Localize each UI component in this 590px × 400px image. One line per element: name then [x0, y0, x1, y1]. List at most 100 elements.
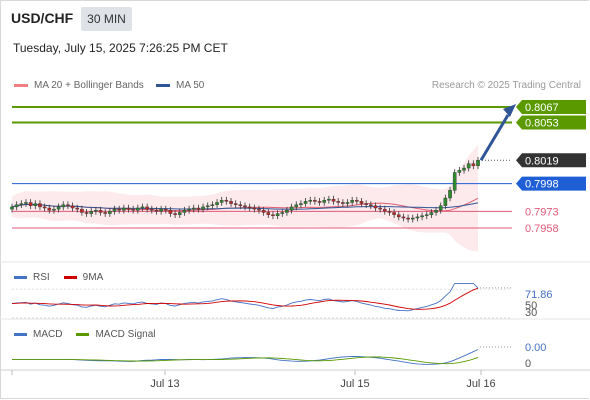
rsi-swatch — [14, 276, 27, 279]
candle-body — [238, 204, 243, 206]
candle-body — [140, 206, 145, 209]
candle-body — [275, 213, 280, 216]
macd-label: MACD — [33, 329, 63, 340]
candle-body — [75, 207, 80, 210]
rsi-ma-label: 9MA — [82, 272, 104, 283]
candle-body — [257, 208, 261, 211]
candle-body — [336, 201, 341, 203]
research-credit: Research © 2025 Trading Central — [431, 80, 581, 91]
chart-datetime: Tuesday, July 15, 2025 7:26:25 PM CET — [13, 41, 228, 55]
candle-body — [359, 201, 364, 204]
candle-body — [215, 202, 219, 205]
rsi-ma-line — [11, 287, 479, 310]
candle-body — [448, 190, 452, 199]
candle-body — [14, 204, 19, 208]
candle-body — [38, 203, 42, 208]
candle-body — [387, 211, 392, 213]
candle-body — [466, 163, 471, 169]
candle-body — [126, 207, 131, 210]
candle-body — [420, 215, 424, 218]
current-price-tag: 0.8019 — [525, 155, 559, 167]
level-tag-8067-bg — [516, 100, 586, 114]
rsi-value-label: 71.86 — [525, 289, 553, 301]
candle-body — [117, 208, 121, 211]
candle-body — [229, 201, 233, 204]
candle-body — [233, 203, 238, 205]
level-tag-7998-bg — [516, 176, 586, 191]
candle-body — [476, 160, 480, 167]
candle-body — [317, 201, 322, 203]
candle-body — [122, 207, 126, 211]
candle-body — [103, 212, 107, 214]
candle-body — [341, 202, 345, 204]
candle-body — [308, 200, 313, 202]
symbol-title: USD/CHF — [11, 10, 74, 26]
candle-body — [396, 214, 401, 218]
candle-body — [429, 212, 434, 215]
candle-body — [243, 205, 247, 208]
macd-signal-label: MACD Signal — [95, 329, 156, 340]
candle-body — [98, 210, 103, 213]
legend-bollinger: MA 20 + Bollinger Bands — [14, 80, 144, 91]
candle-body — [56, 206, 61, 210]
candle-body — [303, 201, 308, 204]
candle-body — [177, 212, 182, 215]
macd-value-label: 0.00 — [525, 342, 546, 354]
candle-body — [42, 206, 47, 209]
level-tag-8053: 0.8053 — [525, 118, 559, 130]
candle-body — [247, 206, 252, 209]
candle-body — [261, 210, 266, 213]
candle-body — [434, 210, 438, 213]
candle-body — [299, 203, 303, 205]
level-tag-8053-bg — [516, 115, 586, 130]
candle-body — [364, 203, 368, 205]
candle-body — [345, 202, 350, 204]
candle-body — [410, 217, 415, 220]
candle-body — [154, 210, 159, 212]
legend-ma50: MA 50 — [156, 80, 204, 91]
level-tag-7998: 0.7998 — [525, 179, 559, 191]
forecast-arrow-head — [503, 104, 516, 117]
candle-body — [457, 170, 462, 173]
x-tick-label: Jul 13 — [150, 378, 179, 390]
forecast-arrow-shaft — [479, 114, 510, 162]
candle-body — [383, 208, 387, 212]
candle-body — [149, 208, 154, 211]
candle-body — [173, 213, 177, 215]
macd-swatch — [14, 333, 27, 336]
candle-body — [331, 198, 336, 202]
candle-body — [182, 210, 187, 213]
ma50-swatch — [156, 84, 170, 87]
candle-body — [471, 163, 476, 167]
level-tag-7958: 0.7958 — [525, 223, 559, 235]
candle-body — [24, 202, 28, 204]
candle-body — [322, 200, 327, 203]
candle-body — [168, 210, 173, 214]
candle-body — [392, 212, 396, 215]
macd-signal-swatch — [76, 333, 90, 336]
candle-body — [219, 200, 224, 203]
rsi-tick-50: 50 — [525, 300, 537, 312]
candle-body — [61, 204, 66, 208]
candle-body — [252, 207, 257, 210]
candle-body — [187, 208, 191, 211]
candle-body — [66, 204, 70, 206]
rsi-ma-swatch — [63, 276, 77, 279]
candle-body — [462, 167, 466, 171]
candle-body — [80, 208, 84, 213]
timeframe-button[interactable]: 30 MIN — [81, 7, 132, 31]
candle-body — [224, 200, 229, 202]
legend-rsi: RSI 9MA — [14, 272, 103, 283]
candle-body — [94, 210, 98, 212]
candle-body — [355, 200, 359, 202]
candle-body — [210, 204, 215, 206]
candle-body — [313, 200, 317, 202]
level-tag-8067: 0.8067 — [525, 102, 559, 114]
candle-body — [369, 204, 373, 206]
macd-tick-zero: 0 — [525, 358, 531, 370]
candle-body — [159, 208, 163, 212]
candle-body — [28, 202, 33, 206]
candle-body — [424, 214, 429, 216]
candle-body — [145, 206, 149, 210]
